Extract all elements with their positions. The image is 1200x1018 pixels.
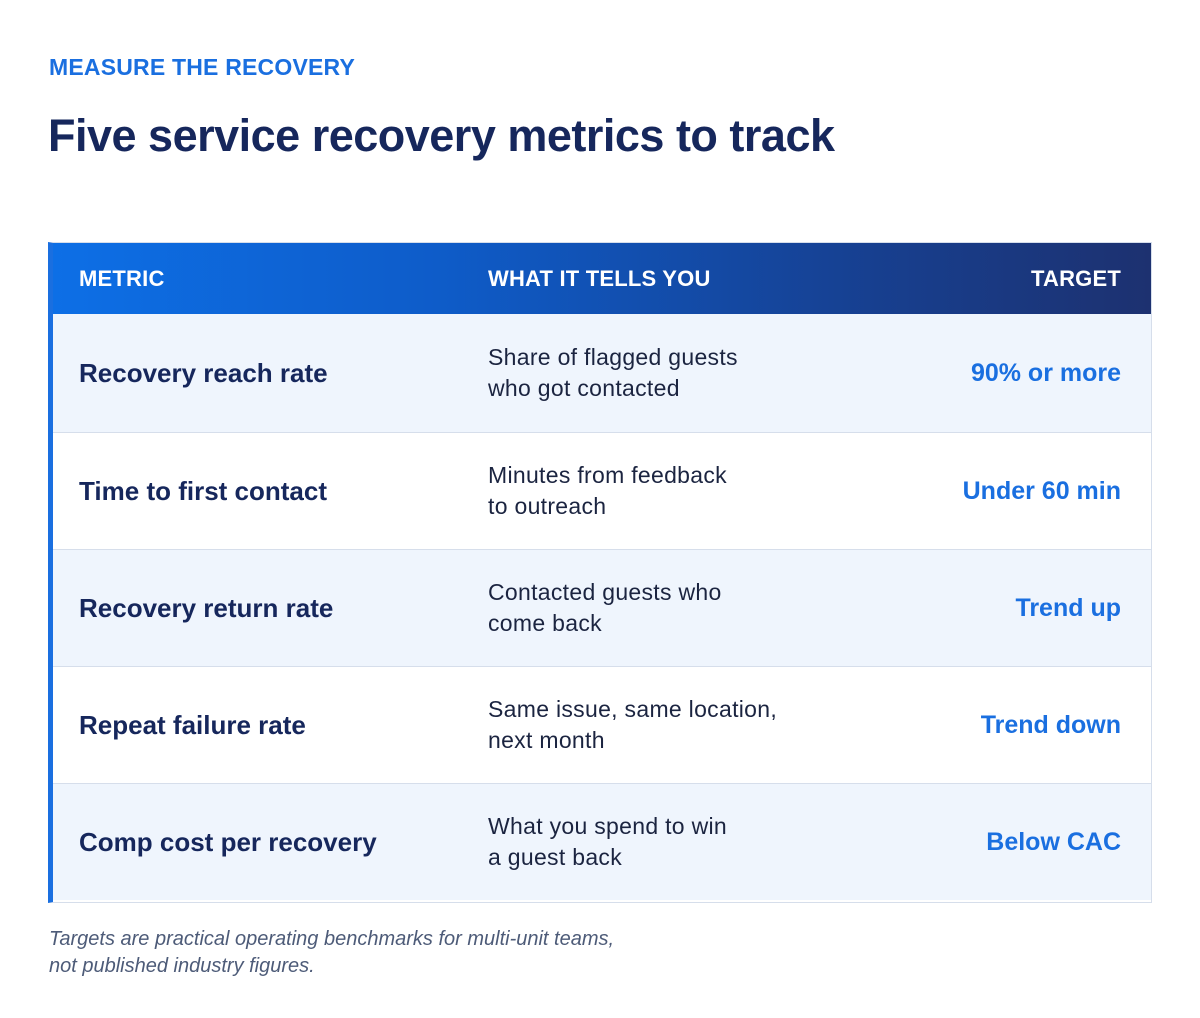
metric-name: Comp cost per recovery — [79, 826, 377, 857]
column-header-what-it-tells-you: WHAT IT TELLS YOU — [488, 266, 711, 291]
column-header-target: TARGET — [1030, 266, 1121, 291]
footnote-line: Targets are practical operating benchmar… — [49, 928, 615, 950]
table-row: Recovery reach rate Share of flagged gue… — [53, 314, 1151, 432]
metric-name: Recovery reach rate — [79, 357, 328, 388]
table-header: METRIC WHAT IT TELLS YOU TARGET — [53, 243, 1151, 314]
table-row: Time to first contact Minutes from feedb… — [53, 432, 1151, 549]
footnote-line: not published industry figures. — [49, 955, 315, 977]
metric-description-line: come back — [488, 610, 602, 636]
metric-target: Trend up — [1015, 593, 1121, 622]
page-title: Five service recovery metrics to track — [48, 110, 835, 161]
metric-name: Time to first contact — [79, 475, 328, 506]
metric-description-line: What you spend to win — [488, 813, 727, 839]
table-row: Recovery return rate Contacted guests wh… — [53, 549, 1151, 666]
metric-target: Under 60 min — [962, 476, 1121, 505]
metrics-table: METRIC WHAT IT TELLS YOU TARGET Recovery… — [48, 242, 1152, 903]
footnote: Targets are practical operating benchmar… — [49, 926, 614, 980]
metric-description-line: Same issue, same location, — [488, 696, 778, 722]
metric-description-line: Share of flagged guests — [488, 344, 738, 370]
metric-description: Same issue, same location, next month — [488, 667, 848, 783]
metric-description-line: Contacted guests who — [488, 579, 722, 605]
metric-target: 90% or more — [970, 358, 1121, 387]
metric-description-line: next month — [488, 727, 605, 753]
metric-description: What you spend to win a guest back — [488, 784, 848, 900]
metric-description: Contacted guests who come back — [488, 550, 848, 666]
metric-description: Share of flagged guests who got contacte… — [488, 314, 848, 432]
metric-description-line: to outreach — [488, 493, 607, 519]
column-header-metric: METRIC — [79, 266, 165, 291]
metric-name: Recovery return rate — [79, 592, 334, 623]
table-row: Repeat failure rate Same issue, same loc… — [53, 666, 1151, 783]
metric-target: Trend down — [980, 710, 1121, 739]
metric-target: Below CAC — [986, 827, 1121, 856]
eyebrow-label: MEASURE THE RECOVERY — [49, 54, 356, 80]
metric-description: Minutes from feedback to outreach — [488, 433, 848, 549]
metric-description-line: who got contacted — [488, 375, 680, 401]
metric-description-line: a guest back — [488, 844, 623, 870]
metric-name: Repeat failure rate — [79, 709, 306, 740]
metric-description-line: Minutes from feedback — [488, 462, 727, 488]
table-row: Comp cost per recovery What you spend to… — [53, 783, 1151, 900]
